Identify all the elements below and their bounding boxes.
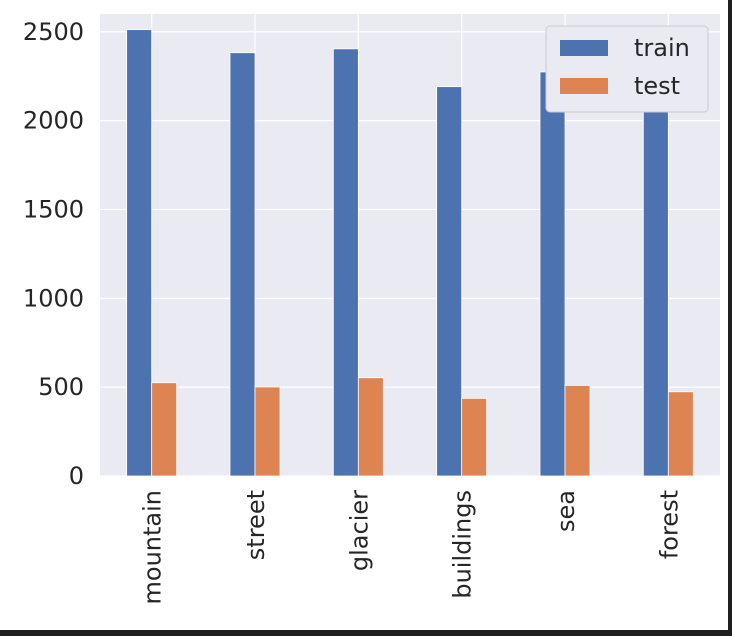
bars xyxy=(126,29,694,477)
y-tick-label-2000: 2000 xyxy=(23,107,84,135)
x-tick-label-sea: sea xyxy=(552,490,580,532)
bar-train-glacier xyxy=(332,48,359,477)
bar-train-street xyxy=(229,52,256,477)
bar-test-street xyxy=(254,386,281,477)
bar-train-buildings xyxy=(436,86,463,477)
x-tick-label-buildings: buildings xyxy=(449,490,477,599)
legend-label-test: test xyxy=(634,72,680,100)
bar-test-mountain xyxy=(151,382,178,477)
x-tick-label-forest: forest xyxy=(655,490,683,559)
y-tick-label-1000: 1000 xyxy=(23,284,84,312)
y-tick-label-1500: 1500 xyxy=(23,195,84,223)
x-tick-label-mountain: mountain xyxy=(139,490,167,604)
bar-test-forest xyxy=(667,391,694,477)
x-tick-label-street: street xyxy=(242,490,270,560)
y-axis-ticks: 0 500 1000 1500 2000 2500 xyxy=(23,18,84,490)
legend-label-train: train xyxy=(634,34,690,62)
legend-swatch-train xyxy=(560,40,608,56)
y-tick-label-500: 500 xyxy=(38,373,84,401)
y-tick-label-0: 0 xyxy=(69,462,84,490)
y-tick-label-2500: 2500 xyxy=(23,18,84,46)
bar-test-glacier xyxy=(357,377,384,477)
bar-test-buildings xyxy=(461,397,488,477)
bar-test-sea xyxy=(564,384,591,477)
bar-train-forest xyxy=(642,72,669,477)
bar-train-mountain xyxy=(126,29,153,477)
bar-train-sea xyxy=(539,71,566,477)
legend-swatch-test xyxy=(560,78,608,94)
x-tick-label-glacier: glacier xyxy=(345,490,373,571)
x-axis-ticks: mountain street glacier buildings sea forest xyxy=(139,490,684,605)
legend: train test xyxy=(545,25,709,113)
